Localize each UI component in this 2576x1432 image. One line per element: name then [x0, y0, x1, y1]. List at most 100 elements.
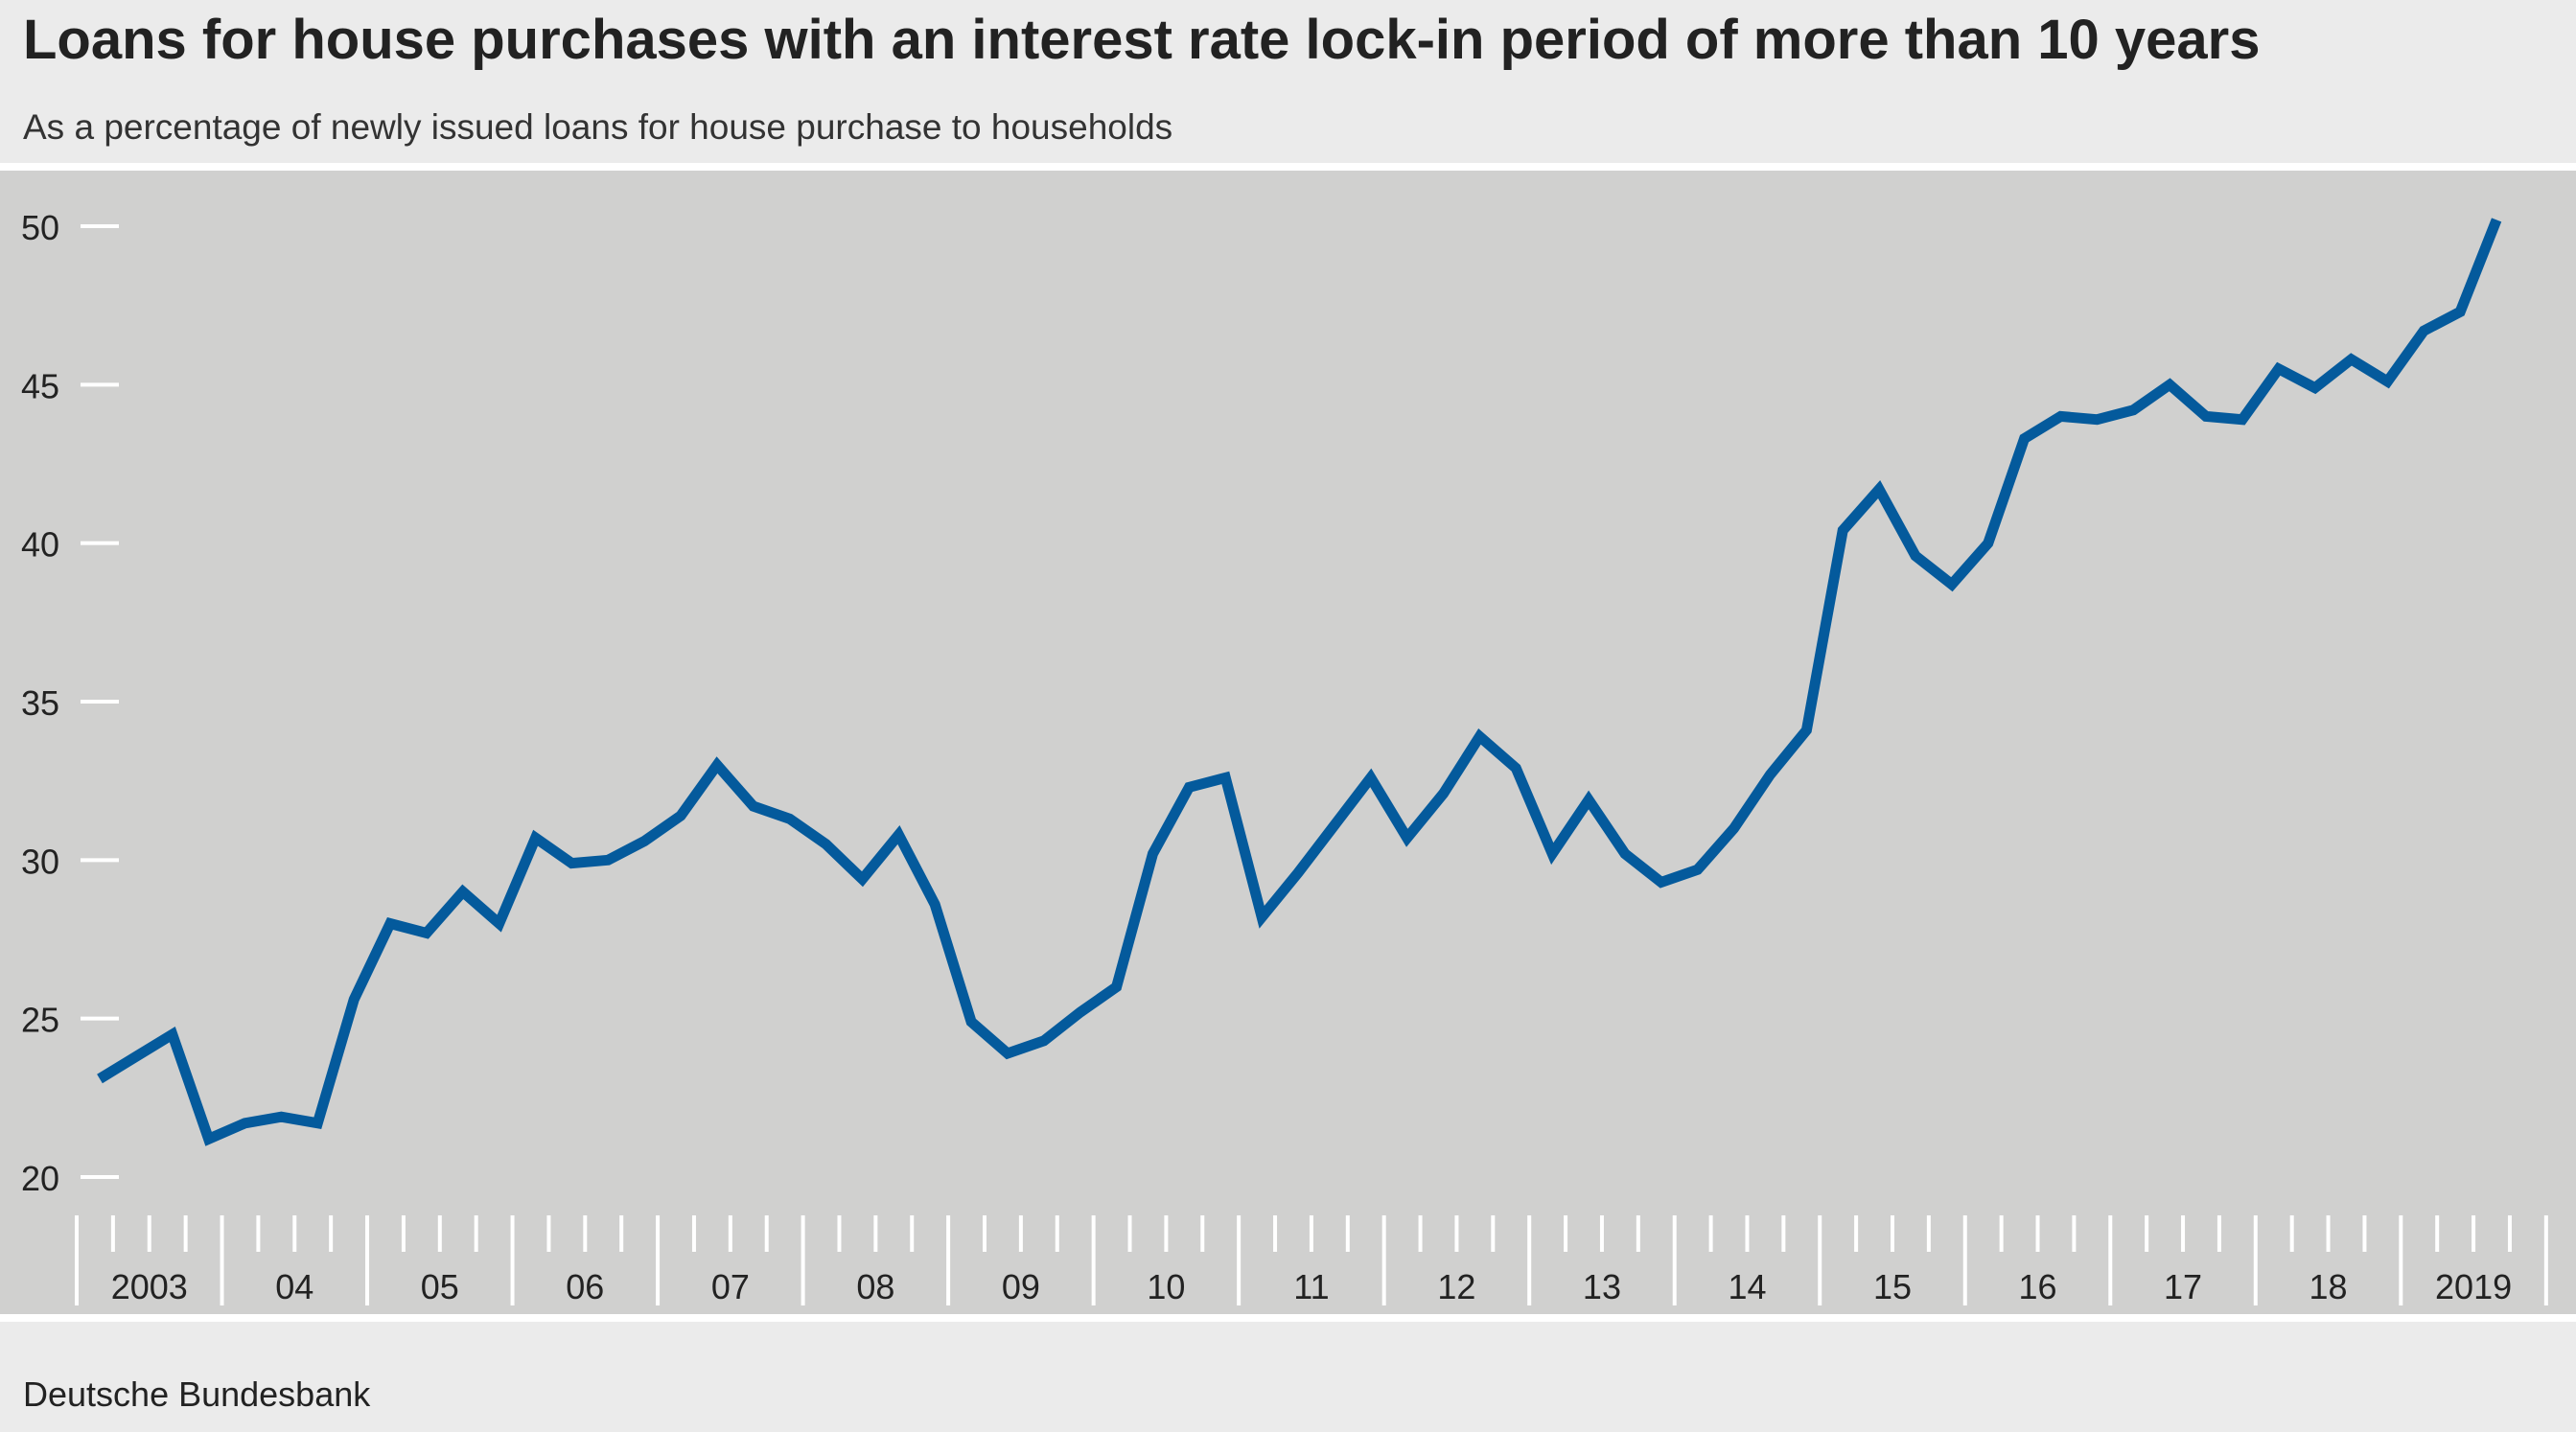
data-point [426, 932, 428, 934]
data-point [1697, 868, 1699, 870]
data-point [825, 843, 827, 845]
x-year-label: 09 [1002, 1267, 1040, 1306]
data-point [172, 1033, 174, 1035]
x-year-label: 11 [1293, 1267, 1329, 1306]
x-year-label: 15 [1873, 1267, 1912, 1306]
data-point [1951, 584, 1953, 586]
top-divider [0, 163, 2576, 171]
data-point [2386, 381, 2388, 382]
series-layer [97, 218, 2502, 1146]
x-year-label: 12 [1437, 1267, 1475, 1306]
bottom-divider [0, 1314, 2576, 1322]
data-point [2169, 383, 2170, 385]
data-point [1116, 986, 1118, 988]
y-axis: 20 25 30 35 40 45 50 [21, 208, 119, 1198]
y-tick-label: 40 [21, 525, 59, 565]
data-point [716, 764, 718, 766]
data-point [499, 923, 500, 925]
data-point [753, 805, 754, 807]
data-point [135, 1055, 137, 1057]
data-point [1406, 837, 1408, 839]
data-point [1805, 729, 1807, 731]
data-point [2060, 415, 2062, 417]
data-point [643, 841, 645, 843]
data-point [1261, 916, 1263, 918]
data-point [1079, 1011, 1081, 1013]
data-point [280, 1116, 282, 1118]
data-point [570, 863, 572, 865]
data-point [535, 837, 537, 839]
data-point [316, 1122, 318, 1124]
y-tick-label: 50 [21, 208, 59, 247]
x-year-label: 08 [856, 1267, 894, 1306]
data-point [462, 890, 464, 892]
data-point [1515, 767, 1517, 769]
data-point [789, 818, 791, 820]
data-point [680, 815, 682, 817]
data-point [934, 904, 936, 906]
data-point [2351, 358, 2353, 360]
data-point [1878, 489, 1880, 491]
source-note: Deutsche Bundesbank [23, 1374, 371, 1414]
data-point [99, 1078, 101, 1080]
y-tick-label: 35 [21, 683, 59, 723]
data-point [2096, 419, 2098, 421]
data-point [862, 878, 864, 880]
data-point [1915, 555, 1916, 557]
y-tick-label: 45 [21, 366, 59, 405]
data-point [1987, 543, 1989, 544]
x-year-label: 06 [566, 1267, 604, 1306]
data-point [244, 1122, 246, 1124]
chart-title: Loans for house purchases with an intere… [23, 9, 2261, 71]
plot-area [0, 171, 2576, 1314]
data-point [1660, 882, 1662, 884]
data-point [389, 923, 391, 925]
data-point [1588, 799, 1590, 801]
data-point [970, 1021, 972, 1023]
data-point [1188, 786, 1190, 788]
data-point [1334, 824, 1335, 826]
data-point [1733, 827, 1735, 829]
data-point [353, 999, 355, 1001]
data-point [1043, 1040, 1045, 1042]
data-point [1551, 853, 1553, 855]
x-year-label: 05 [421, 1267, 459, 1306]
y-tick-label: 20 [21, 1159, 59, 1198]
data-point [1443, 793, 1445, 795]
x-year-label: 14 [1728, 1267, 1766, 1306]
chart-subtitle: As a percentage of newly issued loans fo… [23, 107, 1173, 147]
x-year-label: 2019 [2435, 1267, 2512, 1306]
x-axis: 2003 04 05 06 07 08 09 10 11 12 13 14 15 16 17 18 2019 [75, 1215, 2548, 1306]
data-point [1842, 529, 1844, 531]
data-point [2423, 330, 2425, 332]
data-point [2024, 438, 2026, 440]
data-point [1297, 872, 1299, 874]
x-year-label: 13 [1583, 1267, 1621, 1306]
data-point [2495, 219, 2497, 220]
data-point [2241, 419, 2243, 421]
series-line [97, 218, 2502, 1146]
x-year-label: 10 [1147, 1267, 1185, 1306]
data-point [1152, 853, 1154, 855]
y-tick-label: 25 [21, 1001, 59, 1040]
x-year-label: 16 [2018, 1267, 2056, 1306]
data-point [1624, 853, 1626, 855]
x-year-label: 07 [711, 1267, 750, 1306]
data-point [1224, 776, 1226, 778]
data-point [1770, 774, 1772, 775]
data-point [208, 1138, 210, 1140]
x-year-label: 17 [2164, 1267, 2202, 1306]
data-point [1478, 735, 1480, 737]
data-point [1007, 1052, 1009, 1054]
data-point [607, 859, 609, 861]
data-point [897, 834, 899, 836]
data-point [2205, 415, 2207, 417]
x-year-label: 18 [2309, 1267, 2348, 1306]
data-point [2314, 387, 2316, 389]
data-point [1370, 776, 1372, 778]
data-point [2459, 311, 2461, 312]
x-year-label: 2003 [111, 1267, 188, 1306]
x-year-label: 04 [275, 1267, 313, 1306]
y-tick-label: 30 [21, 842, 59, 881]
